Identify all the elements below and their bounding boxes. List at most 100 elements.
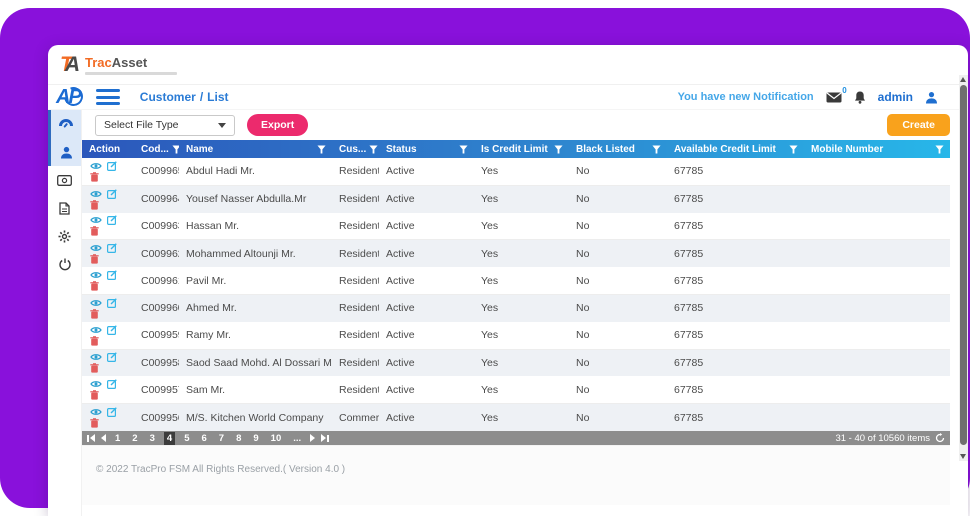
edit-icon[interactable] [107, 188, 117, 199]
bell-button[interactable] [854, 91, 866, 104]
mail-button[interactable]: 0 [826, 86, 847, 103]
create-button[interactable]: Create [887, 114, 950, 136]
filter-icon[interactable] [789, 144, 798, 154]
filter-icon[interactable] [317, 144, 326, 154]
page-number[interactable]: 9 [253, 432, 259, 444]
export-button[interactable]: Export [247, 114, 309, 136]
filter-icon[interactable] [172, 144, 179, 154]
page-number[interactable]: 8 [236, 432, 242, 444]
payments-icon [57, 174, 72, 186]
cell-is-credit-limit: Yes [481, 383, 499, 396]
scrollbar-up-icon[interactable] [960, 77, 966, 82]
admin-user-menu[interactable]: admin [877, 90, 913, 104]
last-page-button[interactable] [321, 434, 330, 442]
page-number[interactable]: 3 [149, 432, 155, 444]
edit-icon[interactable] [107, 324, 117, 335]
page-number[interactable]: 7 [218, 432, 225, 444]
first-page-button[interactable] [87, 434, 95, 442]
sidebar-item-logout[interactable] [48, 250, 81, 278]
brand-text: TracAsset [85, 55, 177, 75]
table-row: C009961 Pavil Mr. Residential Active Yes… [82, 267, 950, 295]
column-header[interactable]: Cus... [332, 144, 379, 155]
notification-link[interactable]: You have new Notification [677, 91, 814, 103]
delete-trash-icon[interactable] [90, 172, 99, 182]
view-eye-icon[interactable] [90, 162, 102, 170]
view-eye-icon[interactable] [90, 190, 102, 198]
view-eye-icon[interactable] [90, 216, 102, 224]
page-number[interactable]: 4 [163, 431, 176, 445]
edit-icon[interactable] [107, 407, 117, 418]
delete-trash-icon[interactable] [90, 254, 99, 264]
edit-icon[interactable] [107, 379, 117, 390]
page-number[interactable]: 5 [184, 432, 190, 444]
delete-trash-icon[interactable] [90, 199, 99, 210]
edit-icon[interactable] [107, 215, 117, 226]
column-header[interactable]: Cod... [134, 144, 179, 155]
filter-icon[interactable] [459, 144, 468, 154]
view-eye-icon[interactable] [90, 353, 102, 361]
sidebar-item-payments[interactable] [48, 166, 81, 194]
cell-available-credit-limit: 67785 [674, 302, 704, 315]
delete-trash-icon[interactable] [90, 281, 99, 291]
delete-trash-icon[interactable] [90, 390, 99, 400]
edit-icon[interactable] [107, 352, 117, 363]
first-page-icon [90, 434, 95, 442]
breadcrumb[interactable]: Customer / List [140, 90, 229, 104]
delete-trash-icon[interactable] [90, 309, 99, 319]
sidebar-item-settings[interactable] [48, 222, 81, 250]
cell-available-credit-limit: 67785 [674, 219, 704, 232]
view-eye-icon[interactable] [90, 299, 102, 307]
scrollbar-thumb[interactable] [960, 85, 967, 445]
delete-trash-icon[interactable] [90, 418, 99, 428]
page-number[interactable]: 6 [201, 432, 207, 444]
column-header[interactable]: Black Listed [569, 144, 667, 155]
cell-customer-type: Residential [339, 356, 379, 369]
cell-customer-type: Residential [339, 193, 379, 206]
page-number[interactable]: 1 [115, 432, 121, 444]
profile-button[interactable] [925, 91, 938, 104]
filter-icon[interactable] [652, 144, 661, 154]
view-eye-icon[interactable] [90, 244, 102, 252]
filter-icon[interactable] [935, 144, 944, 154]
delete-trash-icon[interactable] [90, 335, 99, 346]
view-eye-icon[interactable] [90, 326, 102, 334]
edit-icon[interactable] [107, 270, 117, 281]
sidebar-item-customers[interactable] [48, 138, 81, 166]
page-number[interactable]: 2 [132, 432, 138, 444]
prev-page-button[interactable] [101, 434, 106, 442]
column-header[interactable]: Action [82, 144, 134, 155]
edit-icon[interactable] [107, 298, 117, 308]
table-row: C009960 Ahmed Mr. Residential Active Yes… [82, 294, 950, 322]
filter-icon[interactable] [369, 144, 378, 154]
column-header[interactable]: Mobile Number [804, 144, 950, 155]
breadcrumb-section[interactable]: Customer [139, 90, 196, 104]
column-header[interactable]: Name [179, 144, 332, 155]
filter-icon[interactable] [554, 144, 563, 154]
view-eye-icon[interactable] [90, 408, 102, 416]
edit-icon[interactable] [107, 243, 117, 254]
column-header[interactable]: Is Credit Limit [474, 144, 569, 155]
column-header[interactable]: Status [379, 144, 474, 155]
column-header[interactable]: Available Credit Limit [667, 144, 804, 155]
cell-code: C009960 [141, 302, 179, 315]
window-scrollbar[interactable] [959, 75, 968, 461]
next-page-button[interactable] [310, 434, 316, 442]
page-number[interactable]: 10 [270, 432, 282, 444]
view-eye-icon[interactable] [90, 271, 102, 279]
customers-icon [60, 146, 72, 158]
file-type-select[interactable]: Select File Type [95, 114, 235, 136]
scrollbar-down-icon[interactable] [960, 454, 966, 459]
refresh-icon[interactable] [935, 433, 945, 443]
hamburger-menu-icon[interactable] [95, 89, 120, 105]
sidebar-item-dashboard[interactable] [48, 110, 81, 138]
cell-customer-type: Residential [339, 165, 379, 178]
delete-trash-icon[interactable] [90, 226, 99, 237]
edit-icon[interactable] [107, 161, 117, 171]
cell-available-credit-limit: 67785 [674, 411, 704, 424]
cell-code: C009958 [141, 356, 179, 369]
footer: © 2022 TracPro FSM All Rights Reserved.(… [82, 445, 950, 505]
delete-trash-icon[interactable] [90, 363, 99, 374]
page-number[interactable]: ... [293, 432, 302, 444]
view-eye-icon[interactable] [90, 380, 102, 388]
sidebar-item-documents[interactable] [48, 194, 81, 222]
